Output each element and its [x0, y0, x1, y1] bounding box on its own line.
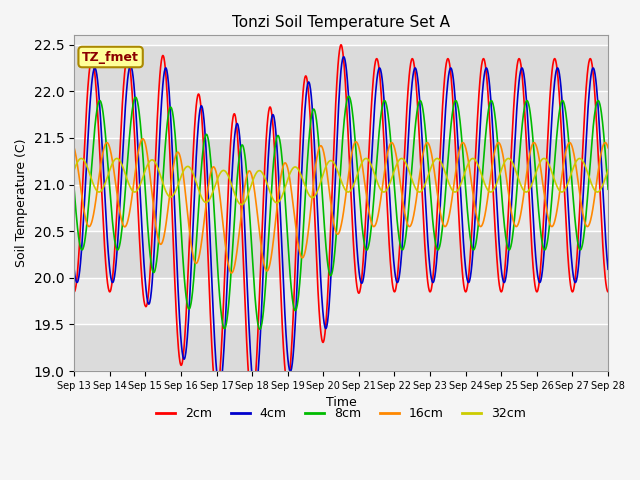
- 8cm: [176, 206, 184, 212]
- Line: 4cm: 4cm: [74, 57, 608, 393]
- 32cm: [425, 172, 433, 178]
- Bar: [74, 45, 608, 91]
- 2cm: [337, 42, 345, 48]
- 32cm: [494, 176, 502, 182]
- 2cm: [70, 289, 78, 295]
- Bar: [74, 138, 608, 185]
- Line: 2cm: 2cm: [74, 45, 608, 403]
- 8cm: [541, 247, 549, 252]
- Title: Tonzi Soil Temperature Set A: Tonzi Soil Temperature Set A: [232, 15, 450, 30]
- Y-axis label: Soil Temperature (C): Soil Temperature (C): [15, 139, 28, 267]
- 16cm: [541, 199, 549, 205]
- 16cm: [228, 270, 236, 276]
- 2cm: [248, 400, 256, 406]
- 32cm: [541, 156, 549, 162]
- Line: 16cm: 16cm: [74, 139, 608, 273]
- 32cm: [177, 176, 184, 181]
- 16cm: [139, 136, 147, 142]
- Legend: 2cm, 4cm, 8cm, 16cm, 32cm: 2cm, 4cm, 8cm, 16cm, 32cm: [151, 402, 531, 425]
- 4cm: [425, 248, 433, 254]
- 16cm: [177, 154, 184, 160]
- 4cm: [251, 390, 259, 396]
- 32cm: [189, 171, 197, 177]
- 2cm: [176, 359, 184, 364]
- 8cm: [604, 186, 612, 192]
- 8cm: [345, 94, 353, 99]
- 2cm: [249, 398, 257, 404]
- 32cm: [604, 167, 612, 173]
- X-axis label: Time: Time: [326, 396, 356, 409]
- 16cm: [604, 145, 612, 151]
- 8cm: [494, 147, 502, 153]
- 16cm: [425, 141, 433, 146]
- 8cm: [425, 165, 433, 171]
- 2cm: [541, 181, 549, 187]
- 2cm: [425, 284, 433, 290]
- 4cm: [70, 266, 78, 272]
- 32cm: [113, 156, 121, 161]
- 8cm: [256, 326, 264, 332]
- 4cm: [541, 231, 549, 237]
- 8cm: [70, 186, 78, 192]
- 16cm: [70, 145, 78, 151]
- 4cm: [176, 321, 184, 327]
- 4cm: [189, 226, 196, 231]
- Text: TZ_fmet: TZ_fmet: [82, 50, 139, 63]
- 2cm: [494, 273, 502, 278]
- Line: 32cm: 32cm: [74, 158, 608, 204]
- Line: 8cm: 8cm: [74, 96, 608, 329]
- 2cm: [604, 289, 612, 295]
- 4cm: [604, 266, 612, 272]
- 8cm: [249, 260, 257, 266]
- 2cm: [189, 156, 196, 162]
- 4cm: [249, 379, 257, 385]
- 16cm: [494, 140, 502, 145]
- 4cm: [494, 227, 502, 232]
- 32cm: [250, 176, 257, 182]
- 4cm: [340, 54, 348, 60]
- 32cm: [237, 202, 245, 207]
- Bar: [74, 324, 608, 371]
- 16cm: [250, 180, 257, 186]
- Bar: [74, 231, 608, 278]
- 32cm: [70, 167, 78, 173]
- 8cm: [189, 286, 196, 291]
- 16cm: [189, 254, 197, 260]
